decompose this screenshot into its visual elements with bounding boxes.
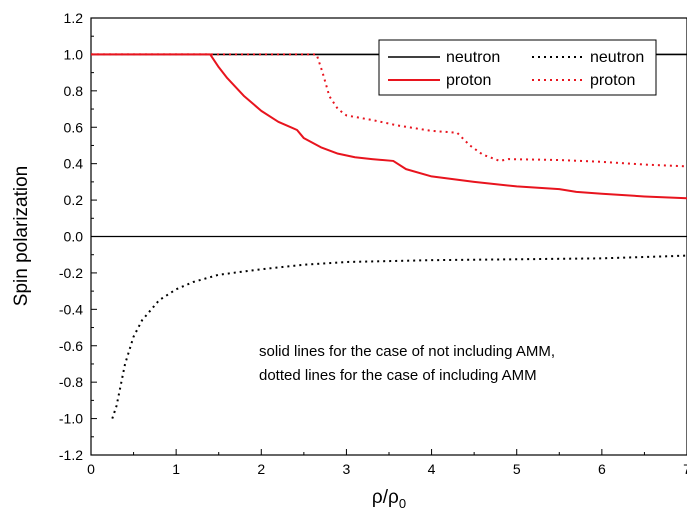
x-axis-title: ρ/ρ0	[372, 487, 406, 511]
x-axis-title-subscript: 0	[399, 496, 406, 511]
y-tick-label: -0.8	[59, 374, 83, 390]
y-tick-label: 1.2	[64, 10, 84, 26]
legend-label-neutron-solid: neutron	[446, 49, 500, 66]
x-tick-label: 2	[257, 461, 265, 477]
annotation-line-1: solid lines for the case of not includin…	[259, 343, 555, 360]
y-tick-label: -0.4	[59, 301, 83, 317]
y-tick-label: -0.6	[59, 338, 83, 354]
y-tick-label: 0.6	[64, 119, 84, 135]
y-tick-label: 0.0	[64, 229, 84, 245]
x-tick-label: 0	[87, 461, 95, 477]
y-tick-label: -0.2	[59, 265, 83, 281]
legend-label-proton-dotted: proton	[590, 72, 635, 89]
x-tick-label: 5	[513, 461, 521, 477]
x-tick-label: 6	[598, 461, 606, 477]
y-tick-label: -1.2	[59, 447, 83, 463]
y-tick-label: 0.2	[64, 192, 84, 208]
legend-label-neutron-dotted: neutron	[590, 49, 644, 66]
legend-label-proton-solid: proton	[446, 72, 491, 89]
axis-ticks	[90, 17, 687, 456]
annotation-line-2: dotted lines for the case of including A…	[259, 367, 537, 384]
y-tick-label: -1.0	[59, 411, 83, 427]
series-line-neutron-dotted	[111, 254, 687, 419]
legend-box	[378, 39, 657, 96]
y-tick-label: 0.4	[64, 156, 84, 172]
legend: neutron neutron proton proton	[378, 39, 657, 96]
series-line-proton-solid	[91, 53, 687, 200]
y-tick-label: 1.0	[64, 46, 84, 62]
y-tick-label: 0.8	[64, 83, 84, 99]
axis-tick-labels: 0 1 2 3 4 5 6 7 -1.2 -1.0 -0.8 -0.6 -0.4 -0.2 0.0 0.2 0.…	[59, 10, 687, 477]
x-tick-label: 1	[172, 461, 180, 477]
series-line-proton-dotted	[91, 53, 687, 168]
x-axis-title-main: ρ/ρ	[372, 487, 399, 508]
x-tick-label: 7	[683, 461, 687, 477]
x-tick-label: 4	[428, 461, 436, 477]
y-axis-title: Spin polarization	[11, 166, 32, 306]
x-tick-label: 3	[343, 461, 351, 477]
